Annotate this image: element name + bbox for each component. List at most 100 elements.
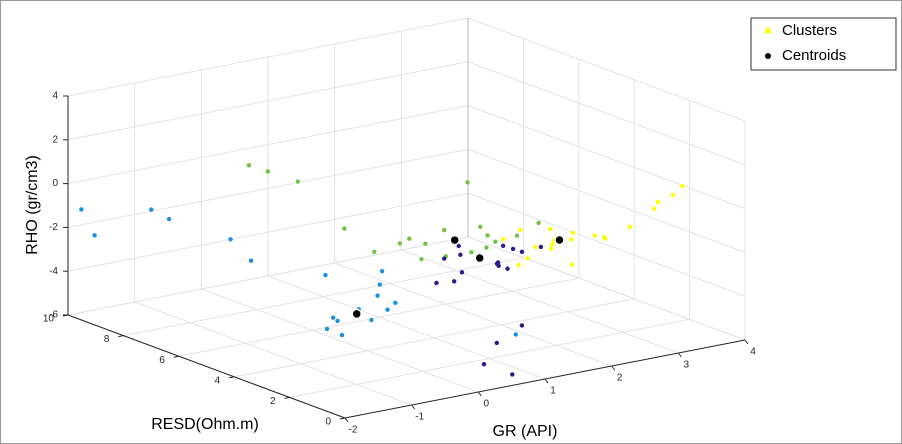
cluster-point [510, 246, 516, 252]
points [79, 163, 685, 377]
cluster-point [330, 315, 336, 320]
tick-mark [744, 339, 749, 345]
z-axis-title: RHO (gr/cm3) [24, 155, 41, 255]
grid-line [401, 249, 679, 354]
cluster-point [265, 169, 271, 174]
grid-line [467, 61, 746, 166]
cluster-point [485, 233, 490, 238]
axis-line [344, 339, 746, 419]
cluster-point [248, 258, 254, 263]
cluster-point [655, 199, 661, 205]
cluster-point [514, 233, 520, 238]
cluster-point [385, 307, 390, 312]
centroid [474, 252, 485, 264]
cluster-point [369, 317, 374, 323]
cluster-point [505, 266, 510, 271]
cluster-point [393, 300, 398, 306]
grid-line [67, 61, 469, 141]
cluster-point [372, 249, 377, 254]
cluster-point [79, 207, 84, 212]
cluster-point [342, 226, 347, 231]
grid-line [234, 298, 635, 378]
cluster-point [550, 242, 555, 247]
cluster-point [518, 227, 523, 233]
cluster-point [465, 180, 470, 185]
cluster-point [478, 224, 483, 229]
z-tick-label: 0 [52, 178, 58, 189]
cluster-point [379, 269, 385, 274]
legend-label: Clusters [782, 22, 837, 39]
cluster-point [519, 323, 525, 328]
grid-line [134, 301, 412, 406]
cluster-point [570, 230, 576, 236]
x-tick-label: 0 [484, 399, 490, 410]
cluster-point [335, 318, 340, 324]
cluster-point [536, 220, 541, 226]
y-tick-label: 0 [325, 417, 331, 428]
grid-line [334, 262, 612, 367]
cluster-point [494, 340, 499, 346]
legend-label: Centroids [782, 47, 846, 64]
grid-line [289, 318, 690, 398]
cluster-point [324, 326, 330, 332]
z-tick-label: -4 [49, 266, 58, 277]
cluster-point [592, 233, 597, 238]
cluster-point [423, 241, 428, 246]
y-tick-label: 2 [270, 396, 276, 407]
legend-marker [765, 28, 771, 34]
grid-line [67, 192, 469, 272]
cluster-point [246, 163, 252, 168]
tick-mark [611, 365, 616, 371]
cluster-point [500, 237, 506, 242]
cluster-point [569, 237, 574, 242]
grid-line [67, 236, 469, 316]
cluster-point [375, 293, 380, 298]
grid-line [467, 148, 746, 253]
cluster-point [459, 270, 465, 275]
cluster-point [456, 243, 461, 249]
cluster-point [442, 256, 447, 261]
grid-line [267, 275, 546, 380]
cluster-point [548, 246, 554, 251]
cluster-point [149, 207, 154, 212]
y-tick-label: 4 [215, 375, 221, 386]
cluster-point [651, 206, 657, 211]
x-tick-label: -2 [349, 425, 358, 436]
legend [750, 17, 897, 71]
x-tick-label: 1 [550, 386, 556, 397]
z-tick-label: 4 [52, 91, 58, 102]
cluster-point [323, 272, 328, 278]
tick-mark [544, 378, 549, 384]
grid-line [467, 236, 746, 341]
cluster-point [538, 244, 544, 250]
grid: -2 -1 0 1 2 3 4 0 2 4 6 8 10-6 -4 -2 0 2 4 [43, 17, 756, 436]
x-tick-label: 2 [617, 373, 623, 384]
cluster-point [533, 244, 538, 250]
cluster-point [339, 332, 345, 338]
cluster-point [670, 192, 676, 198]
centroid [554, 234, 565, 246]
cluster-point [166, 216, 172, 222]
cluster-point [452, 279, 457, 284]
legend-marker [765, 53, 771, 59]
cluster-point [295, 179, 300, 184]
cluster-point [397, 241, 403, 246]
z-tick-label: -2 [49, 222, 58, 233]
axis-line [67, 314, 346, 419]
centroid [351, 308, 362, 320]
cluster-point [481, 362, 487, 367]
tick-mark [344, 417, 349, 423]
centroid [449, 234, 460, 246]
cluster-point [569, 262, 575, 267]
cluster-point [516, 262, 521, 268]
cluster-point [493, 239, 498, 244]
cluster-point [407, 236, 412, 241]
y-axis-title: RESD(Ohm.m) [151, 416, 259, 433]
cluster-point [442, 227, 447, 233]
tick-mark [477, 391, 482, 397]
cluster-point [500, 243, 506, 249]
grid-line [201, 288, 479, 393]
z-tick-label: 2 [52, 134, 58, 145]
cluster-point [510, 372, 515, 377]
